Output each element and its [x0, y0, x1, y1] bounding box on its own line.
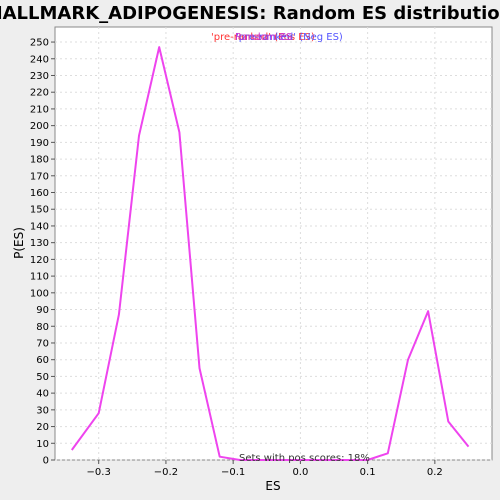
y-tick-label: 160 — [30, 188, 49, 199]
y-tick-label: 200 — [30, 121, 49, 132]
y-tick-label: 100 — [30, 288, 49, 299]
y-tick-label: 0 — [43, 456, 49, 467]
y-tick-label: 60 — [36, 355, 49, 366]
y-tick-label: 80 — [36, 322, 49, 333]
legend: 'pre-ranked' (Pos ES) 'pre-ranked' (Neg … — [211, 32, 343, 43]
legend-entry-pos-es: 'pre-ranked' (Pos ES) — [211, 32, 315, 43]
series-line-random-es — [70, 46, 470, 461]
y-tick-label: 230 — [30, 71, 49, 82]
y-tick-label: 110 — [30, 272, 49, 283]
y-axis-label: P(ES) — [12, 227, 26, 259]
y-tick-label: 90 — [36, 305, 49, 316]
y-tick-label: 180 — [30, 155, 49, 166]
x-tick-label: −0.1 — [221, 467, 245, 478]
x-tick-label: 0.0 — [292, 467, 308, 478]
y-tick-label: 50 — [36, 372, 49, 383]
x-axis-ticks: −0.3 −0.2 −0.1 0.0 0.1 0.2 — [87, 460, 443, 478]
x-tick-label: −0.2 — [154, 467, 178, 478]
y-tick-label: 250 — [30, 38, 49, 49]
y-tick-label: 130 — [30, 238, 49, 249]
x-tick-label: 0.1 — [360, 467, 376, 478]
y-tick-label: 20 — [36, 422, 49, 433]
y-tick-label: 190 — [30, 138, 49, 149]
y-tick-label: 40 — [36, 389, 49, 400]
y-tick-label: 70 — [36, 338, 49, 349]
x-tick-label: −0.3 — [87, 467, 111, 478]
y-tick-label: 120 — [30, 255, 49, 266]
legend-entry-neg-es: 'pre-ranked' (Neg ES) — [236, 32, 343, 43]
y-tick-label: 10 — [36, 439, 49, 450]
y-tick-label: 210 — [30, 104, 49, 115]
x-tick-label: 0.2 — [427, 467, 443, 478]
y-tick-label: 220 — [30, 88, 49, 99]
y-tick-label: 170 — [30, 171, 49, 182]
annotation-pos-scores: Sets with pos scores: 18% — [239, 453, 370, 464]
y-tick-label: 140 — [30, 221, 49, 232]
y-tick-label: 150 — [30, 205, 49, 216]
chart-title: HALLMARK_ADIPOGENESIS: Random ES distrib… — [0, 3, 500, 24]
y-tick-label: 240 — [30, 54, 49, 65]
y-axis-ticks: 0 10 20 30 40 50 60 70 80 90 100 110 120 130 140 150 160… — [30, 38, 55, 467]
grid-lines — [55, 27, 492, 461]
legend-entry-random-es: Random ES — [235, 32, 292, 43]
y-tick-label: 30 — [36, 405, 49, 416]
x-axis-label: ES — [265, 479, 280, 493]
